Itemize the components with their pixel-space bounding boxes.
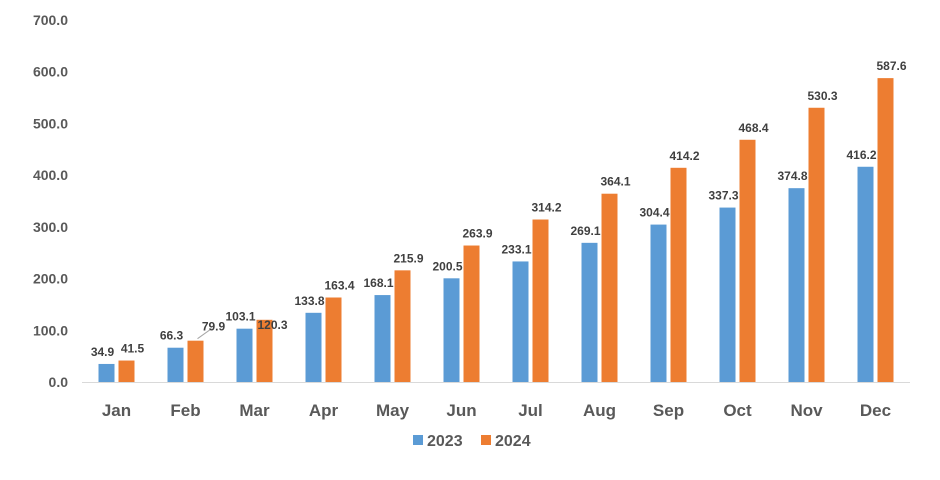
x-tick-label: Sep (653, 401, 684, 420)
bar-2024-jul (532, 219, 549, 382)
bar-2024-jan (118, 360, 135, 382)
bar-2023-aug (581, 242, 598, 382)
y-tick-label: 300.0 (33, 219, 68, 235)
data-label: 34.9 (91, 345, 115, 359)
bar-2024-oct (739, 139, 756, 382)
x-tick-label: Nov (790, 401, 823, 420)
x-tick-label: Jan (102, 401, 131, 420)
data-label: 133.8 (294, 294, 324, 308)
data-label: 530.3 (807, 89, 837, 103)
bar-2024-feb (187, 340, 204, 382)
data-labels-group: 34.9 66.3 103.1 133.8 168.1 200.5 233.1 269.1 30… (91, 59, 907, 359)
y-tick-label: 500.0 (33, 115, 68, 131)
x-tick-label: Dec (860, 401, 891, 420)
bar-2023-jul (512, 261, 529, 382)
data-label: 416.2 (846, 148, 876, 162)
bar-series-group (98, 78, 894, 382)
data-label: 314.2 (531, 201, 561, 215)
bar-2023-may (374, 295, 391, 382)
x-axis: Jan Feb Mar Apr May Jun Jul Aug Sep Oct Nov Dec (82, 382, 910, 420)
bar-2023-mar (236, 328, 253, 382)
legend-swatch-2023 (413, 435, 423, 445)
data-label: 168.1 (363, 276, 393, 290)
data-label: 269.1 (570, 224, 600, 238)
data-label: 163.4 (324, 278, 354, 292)
bar-2024-dec (877, 78, 894, 382)
y-tick-label: 100.0 (33, 322, 68, 338)
data-label: 414.2 (669, 149, 699, 163)
data-label: 304.4 (639, 206, 669, 220)
bar-2024-mar (256, 319, 273, 382)
data-label: 374.8 (777, 169, 807, 183)
bar-2023-feb (167, 347, 184, 382)
bar-2023-apr (305, 312, 322, 382)
data-label: 79.9 (202, 320, 226, 334)
x-tick-label: May (376, 401, 410, 420)
y-tick-label: 0.0 (49, 374, 69, 390)
data-label: 215.9 (393, 251, 423, 265)
x-tick-label: Oct (723, 401, 752, 420)
x-tick-label: Jun (446, 401, 476, 420)
x-tick-label: Jul (518, 401, 543, 420)
legend-swatch-2024 (481, 435, 491, 445)
legend: 2023 2024 (413, 433, 531, 450)
bar-2023-jun (443, 278, 460, 382)
legend-label: 2023 (427, 433, 463, 450)
data-label: 120.3 (257, 318, 287, 332)
data-label: 41.5 (121, 342, 145, 356)
bar-2024-jun (463, 245, 480, 382)
bar-2024-sep (670, 167, 687, 382)
y-tick-label: 600.0 (33, 64, 68, 80)
data-label: 587.6 (876, 59, 906, 73)
bar-2023-sep (650, 224, 667, 382)
data-label: 468.4 (738, 121, 768, 135)
data-label: 364.1 (600, 175, 630, 189)
bar-2024-aug (601, 193, 618, 382)
data-label: 103.1 (225, 310, 255, 324)
bar-2023-dec (857, 166, 874, 382)
x-tick-label: Feb (170, 401, 200, 420)
bar-2024-apr (325, 297, 342, 382)
data-label: 337.3 (708, 189, 738, 203)
leader-line (197, 328, 212, 340)
y-tick-label: 400.0 (33, 167, 68, 183)
x-tick-label: Aug (583, 401, 616, 420)
y-tick-label: 200.0 (33, 271, 68, 287)
bar-2023-nov (788, 188, 805, 382)
x-tick-label: Mar (239, 401, 270, 420)
y-tick-label: 700.0 (33, 12, 68, 28)
data-label: 200.5 (432, 259, 462, 273)
x-tick-label: Apr (309, 401, 339, 420)
data-label: 66.3 (160, 329, 184, 343)
bar-2024-nov (808, 107, 825, 382)
bar-2023-jan (98, 363, 115, 382)
y-axis: 0.0 100.0 200.0 300.0 400.0 500.0 600.0 700.0 (33, 12, 68, 390)
bar-2023-oct (719, 207, 736, 382)
data-label: 233.1 (501, 242, 531, 256)
data-label: 263.9 (462, 227, 492, 241)
legend-label: 2024 (495, 433, 531, 450)
bar-2024-may (394, 270, 411, 382)
